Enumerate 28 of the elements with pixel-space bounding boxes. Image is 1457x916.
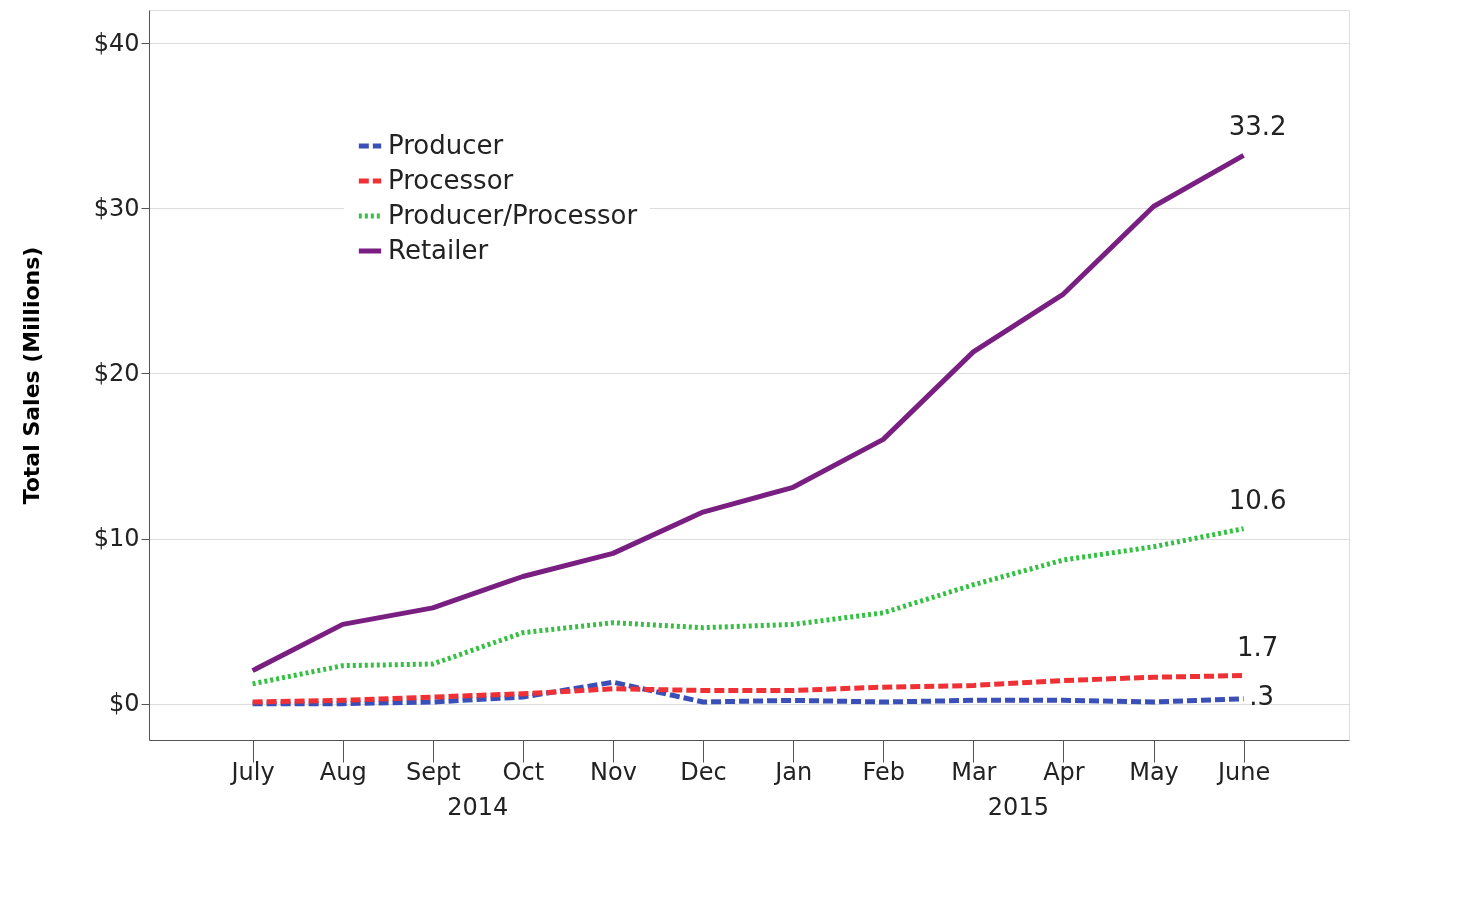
data-label: .3 [1249, 680, 1274, 711]
y-tick-label: $20 [93, 358, 140, 387]
x-tick-label: Apr [1043, 757, 1085, 786]
x-tick-label: Nov [590, 757, 637, 786]
data-label: 33.2 [1228, 111, 1287, 142]
x-tick-label: Sept [405, 757, 461, 786]
y-tick-label: $0 [108, 689, 140, 718]
y-tick-label: $10 [93, 524, 140, 553]
legend-label: Retailer [388, 235, 489, 265]
x-tick-label: June [1215, 757, 1271, 786]
legend-label: Producer [388, 130, 504, 160]
text: 2015 [987, 793, 1049, 821]
legend-label: Processor [388, 165, 514, 195]
y-tick-label: $30 [93, 193, 140, 222]
x-tick-label: Dec [680, 757, 727, 786]
text: 2014 [447, 793, 509, 821]
x-tick-label: Jan [773, 757, 813, 786]
data-label: 10.6 [1228, 484, 1287, 515]
x-tick-label: Aug [319, 757, 367, 786]
x-tick-label: May [1129, 757, 1179, 786]
legend-label: Producer/Processor [388, 200, 638, 230]
x-tick-label: July [229, 757, 275, 786]
x-tick-label: Feb [862, 757, 905, 786]
data-label: 1.7 [1236, 631, 1279, 662]
x-tick-label: Oct [502, 757, 545, 786]
x-tick-label: Mar [951, 757, 997, 786]
y-axis-title: Total Sales (Millions) [18, 246, 44, 505]
y-tick-label: $40 [93, 28, 140, 57]
